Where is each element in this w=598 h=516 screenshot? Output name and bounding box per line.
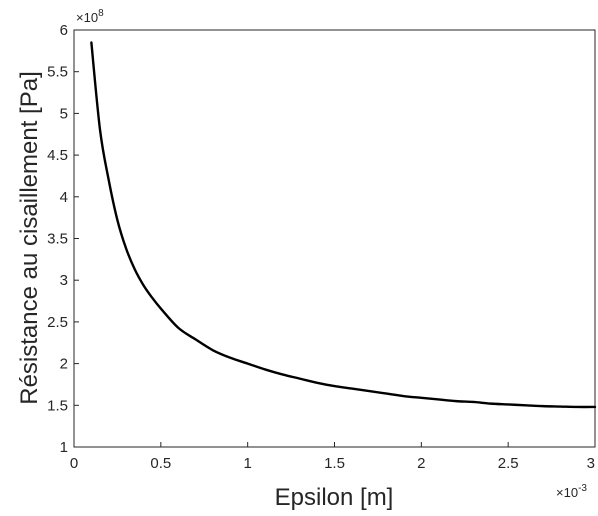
x-multiplier-exponent: -3 <box>578 483 587 494</box>
y-tick-label: 3 <box>60 272 68 289</box>
y-tick-label: 4 <box>60 189 68 206</box>
x-tick-label: 1 <box>243 455 251 472</box>
x-multiplier-label: ×10-3 <box>556 483 587 500</box>
y-multiplier-exponent: 8 <box>98 8 104 19</box>
y-tick-label: 1.5 <box>47 397 68 414</box>
y-ticks: 1 1.5 2 2.5 3 3.5 4 4.5 5 5.5 6 <box>47 22 79 456</box>
x-ticks: 0 0.5 1 1.5 2 2.5 3 <box>70 442 596 472</box>
x-axis-label: Epsilon [m] <box>275 484 394 511</box>
y-tick-label: 2 <box>60 356 68 373</box>
x-tick-label: 0 <box>70 455 78 472</box>
y-tick-label: 2.5 <box>47 314 68 331</box>
y-multiplier-label: ×108 <box>76 8 104 25</box>
y-axis-label: Résistance au cisaillement [Pa] <box>16 71 43 405</box>
x-multiplier-base: ×10 <box>556 485 578 500</box>
plot-area <box>73 29 596 448</box>
y-tick-label: 1 <box>60 439 68 456</box>
y-multiplier-base: ×10 <box>76 10 98 25</box>
x-tick-label: 3 <box>587 455 595 472</box>
x-tick-label: 0.5 <box>150 455 171 472</box>
y-tick-label: 5 <box>60 105 68 122</box>
x-tick-label: 2.5 <box>498 455 519 472</box>
y-tick-label: 5.5 <box>47 64 68 81</box>
y-tick-label: 6 <box>60 22 68 39</box>
x-tick-label: 2 <box>417 455 425 472</box>
y-tick-label: 4.5 <box>47 147 68 164</box>
x-tick-label: 1.5 <box>324 455 345 472</box>
data-line <box>90 41 597 409</box>
y-tick-label: 3.5 <box>47 231 68 248</box>
